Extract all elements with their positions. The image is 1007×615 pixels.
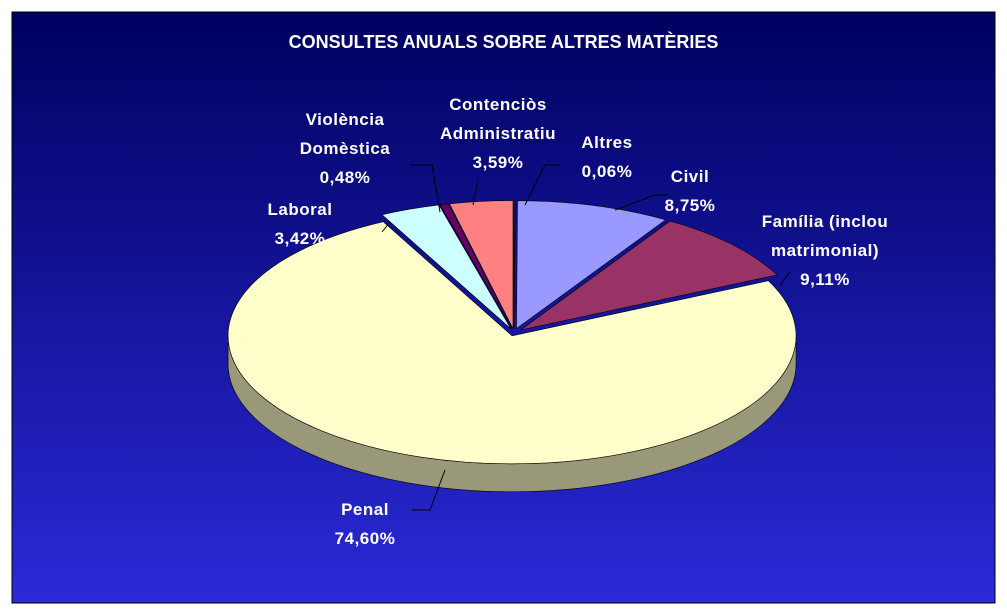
slice-label: Altres: [581, 133, 633, 152]
slice-label: Penal: [341, 500, 389, 519]
slice-value-label: 74,60%: [334, 529, 396, 548]
slice-label: Contenciòs Administratiu: [439, 95, 557, 143]
chart-title: CONSULTES ANUALS SOBRE ALTRES MATÈRIES: [288, 32, 719, 52]
slice: [513, 200, 516, 329]
slice: [227, 221, 797, 465]
leader-line: [524, 164, 560, 206]
slice-label: Família (inclou matrimonial): [761, 212, 889, 260]
slice-value-label: 0,06%: [581, 162, 633, 181]
slice-value-label: 9,11%: [800, 270, 850, 289]
slice-value-label: 0,48%: [319, 168, 371, 187]
slice-value-label: 3,59%: [472, 153, 524, 172]
slice: [439, 203, 513, 329]
leader-line: [614, 194, 668, 211]
slice-label: Civil: [670, 167, 710, 186]
leader-line: [412, 469, 446, 511]
slice-label: Laboral: [267, 200, 333, 219]
leader-line: [779, 271, 791, 286]
slice-value-label: 8,75%: [664, 196, 716, 215]
slice-value-label: 3,42%: [274, 229, 326, 248]
pie: [227, 200, 797, 493]
leader-line: [472, 179, 479, 206]
slice-label: Violència Domèstica: [299, 110, 391, 158]
leader-line: [410, 164, 441, 213]
slice: [520, 220, 778, 331]
leader-line: [381, 221, 391, 233]
slice: [516, 200, 667, 330]
slice: [449, 200, 514, 329]
